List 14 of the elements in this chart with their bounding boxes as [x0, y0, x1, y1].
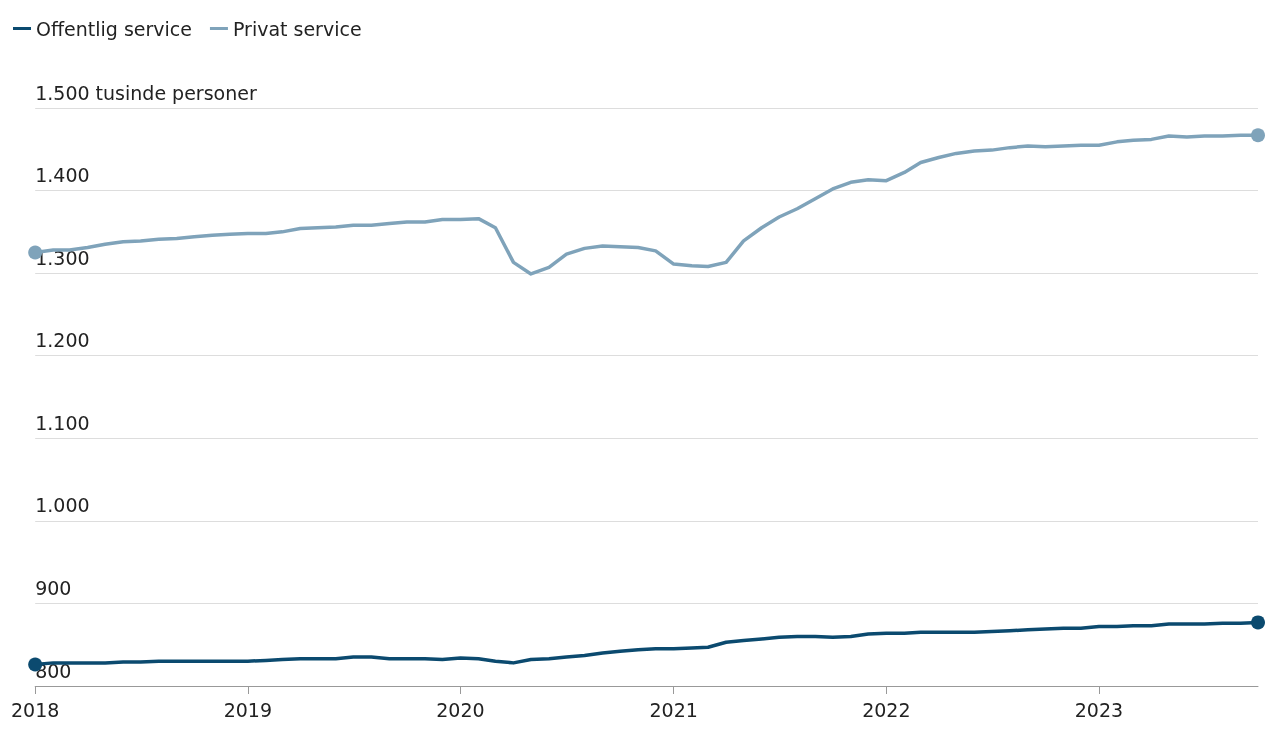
legend-label: Offentlig service — [36, 17, 192, 40]
y-tick-label: 1.500 tusinde personer — [35, 81, 257, 104]
x-tick-label: 2021 — [649, 698, 698, 721]
y-tick-label: 900 — [35, 576, 72, 599]
x-tick-label: 2022 — [862, 698, 911, 721]
y-tick-label: 1.400 — [35, 164, 90, 187]
y-tick-label: 1.200 — [35, 329, 90, 352]
x-tick-label: 2019 — [223, 698, 272, 721]
y-tick-label: 1.100 — [35, 411, 90, 434]
x-tick-label: 2018 — [11, 698, 60, 721]
x-tick-label: 2020 — [436, 698, 485, 721]
y-tick-label: 1.000 — [35, 494, 90, 517]
legend-label: Privat service — [232, 17, 362, 40]
x-tick-label: 2023 — [1074, 698, 1124, 721]
